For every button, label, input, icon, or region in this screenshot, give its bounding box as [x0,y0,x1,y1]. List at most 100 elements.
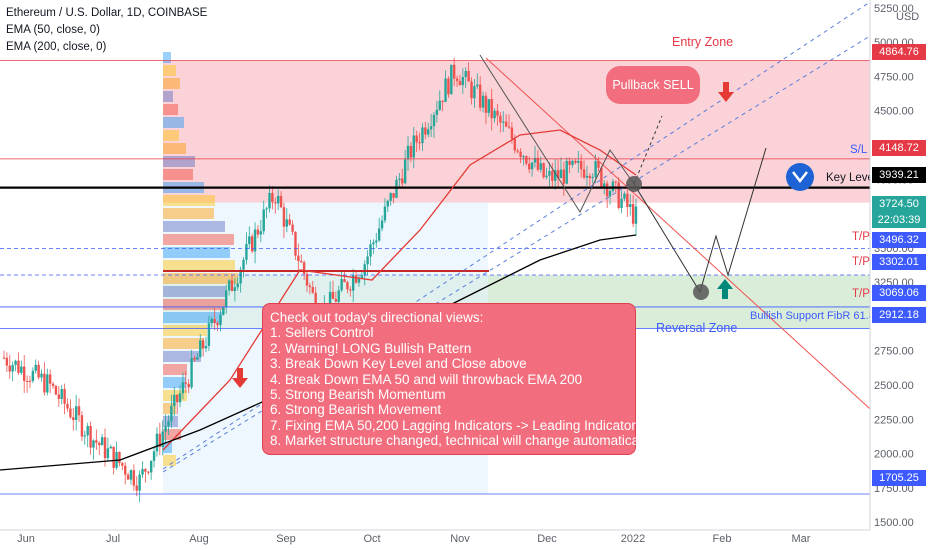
candle-body [525,156,528,164]
price-axis [870,0,932,550]
candle-body [626,193,629,208]
candle-body [464,71,467,78]
candle-body [611,181,615,192]
entry-zone [163,60,870,203]
candle-body [282,207,286,227]
symbol-title[interactable]: Ethereum / U.S. Dollar, 1D, COINBASE [6,7,208,19]
candle-body [473,86,476,99]
sell-arrow-icon [718,82,734,102]
candle-body [542,163,545,178]
volume-profile-bar [163,286,226,297]
candle-body [210,318,213,324]
price-tag-tp3: 3069.06 [872,285,926,301]
candle-body [207,323,211,347]
candle-body [603,183,606,187]
candle-body [69,408,72,418]
candle-body [109,446,112,449]
volume-profile-bar [163,351,201,362]
candle-body [516,150,519,152]
buy-arrow-icon [717,279,733,299]
y-tick-label: 2750.00 [874,346,914,358]
candle-body [481,95,485,108]
pullback-path [633,115,663,185]
price-tag-entry-high: 4864.76 [872,44,926,60]
candle-body [112,446,115,468]
candle-body [354,275,358,283]
candle-body [170,405,173,422]
candle-body [100,437,104,446]
candle-body [476,84,479,87]
candle-body [230,280,234,292]
y-tick-label: 4500.00 [874,106,914,118]
candle-body [80,415,84,437]
candle-body [403,159,407,184]
x-tick-label: Dec [537,533,557,545]
candle-body [149,460,153,473]
candle-body [484,95,488,113]
candle-body [536,157,540,170]
candle-body [528,163,531,170]
price-tag-tp1: 3496.32 [872,232,926,248]
x-tick-label: Aug [189,533,209,545]
y-tick-label: 2000.00 [874,449,914,461]
currency-label: USD [896,11,919,23]
volume-profile-bar [163,195,215,206]
candle-body [152,451,156,461]
candle-body [201,340,205,349]
volume-profile-bar [163,156,195,167]
candle-body [597,161,600,168]
entry-marker [626,176,642,192]
candle-body [2,357,6,359]
candle-body [427,129,430,135]
candle-body [386,200,390,207]
chart-legend: Ethereum / U.S. Dollar, 1D, COINBASE EMA… [6,5,207,56]
entry-zone-label: Entry Zone [672,35,733,49]
candle-body [441,100,444,102]
ema200-legend[interactable]: EMA (200, close, 0) [6,41,107,53]
candle-body [20,366,23,373]
candle-body [600,167,603,187]
candle-body [184,382,188,384]
candle-body [487,99,491,113]
candle-body [129,470,133,480]
candle-body [631,204,635,224]
volume-profile-bar [163,325,207,336]
candle-body [380,220,384,229]
candle-body [74,406,78,420]
price-tag-low: 1705.25 [872,470,926,486]
volume-profile-bar [163,78,180,89]
candle-body [227,280,231,291]
candle-body [585,175,589,178]
ema50-legend[interactable]: EMA (50, close, 0) [6,24,100,36]
candle-body [190,357,193,388]
candle-body [545,175,548,178]
candle-body [144,469,147,472]
candle-body [181,382,185,394]
price-tag-countdown: 22:03:39 [872,212,926,228]
candle-body [239,269,242,284]
candle-body [25,380,29,382]
candle-body [369,244,372,257]
x-tick-label: Sep [276,533,296,545]
candle-body [551,171,554,181]
resistance-line [485,57,881,419]
candle-body [14,360,17,366]
candle-body [161,431,164,447]
candle-body [343,279,346,283]
candle-body [412,135,415,158]
candle-body [409,145,413,158]
volume-profile-bar [163,273,238,284]
candle-body [470,81,473,99]
candle-body [617,182,620,209]
x-tick-label: Oct [363,533,380,545]
candle-body [398,178,401,180]
volume-profile-bar [163,403,176,414]
candle-body [72,417,75,420]
candle-body [548,171,551,176]
price-tag-stop-loss: 4148.72 [872,140,926,156]
candle-body [579,160,583,170]
candle-body [510,127,514,139]
candle-body [43,373,46,393]
candle-body [452,64,456,79]
